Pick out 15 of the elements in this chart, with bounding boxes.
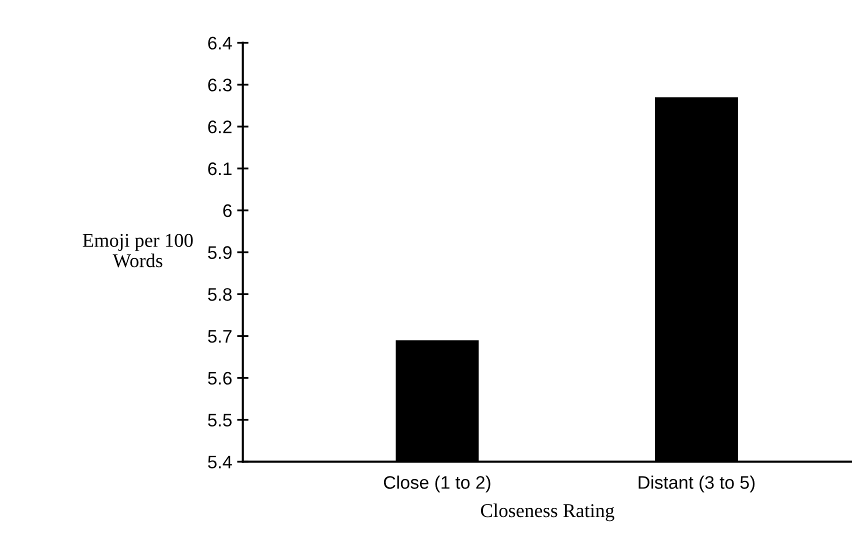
y-tick-label: 5.7 <box>208 330 232 343</box>
y-tick-label: 6.1 <box>208 162 232 176</box>
y-tick-label: 6.3 <box>208 78 232 92</box>
x-tick-label: Distant (3 to 5) <box>638 476 755 492</box>
y-tick-label: 5.6 <box>208 372 232 385</box>
y-tick-label: 5.9 <box>208 246 232 259</box>
y-tick-label: 6.4 <box>208 36 232 50</box>
x-axis-title: Closeness Rating <box>480 504 614 522</box>
y-tick-label: 5.4 <box>208 456 232 468</box>
y-tick-label: 6 <box>223 204 232 218</box>
y-tick-label: 6.2 <box>208 120 232 134</box>
x-tick-label: Close (1 to 2) <box>384 476 490 492</box>
y-axis-title: Emoji per 100 Words <box>82 234 193 268</box>
y-tick-label: 5.5 <box>208 414 232 427</box>
y-tick-label: 5.8 <box>208 288 232 301</box>
